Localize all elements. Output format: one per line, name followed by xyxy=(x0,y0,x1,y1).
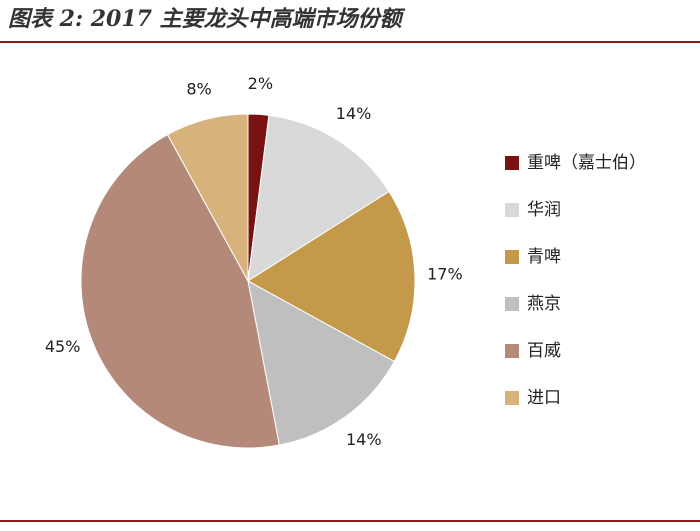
legend-label: 重啤（嘉士伯） xyxy=(527,153,646,173)
data-label: 8% xyxy=(186,80,211,99)
legend-swatch xyxy=(505,250,519,264)
legend-label: 青啤 xyxy=(527,247,561,267)
legend-swatch xyxy=(505,203,519,217)
legend-swatch xyxy=(505,344,519,358)
pie-slice xyxy=(247,190,416,363)
pie-slice xyxy=(80,133,280,449)
legend-label: 百威 xyxy=(527,341,561,361)
legend-swatch xyxy=(505,297,519,311)
data-label: 14% xyxy=(346,430,382,449)
pie-slice xyxy=(247,114,390,282)
pie-slice xyxy=(247,280,396,446)
data-label: 2% xyxy=(248,74,273,93)
legend-label: 燕京 xyxy=(527,294,561,314)
legend-label: 华润 xyxy=(527,200,561,220)
legend-swatch xyxy=(505,391,519,405)
data-label: 17% xyxy=(427,264,463,283)
data-label: 14% xyxy=(336,104,372,123)
pie-slice xyxy=(166,113,249,282)
chart-title: 图表 2: 2017 主要龙头中高端市场份额 xyxy=(8,6,406,32)
data-label: 45% xyxy=(45,337,81,356)
legend-swatch xyxy=(505,156,519,170)
legend-label: 进口 xyxy=(527,388,561,408)
